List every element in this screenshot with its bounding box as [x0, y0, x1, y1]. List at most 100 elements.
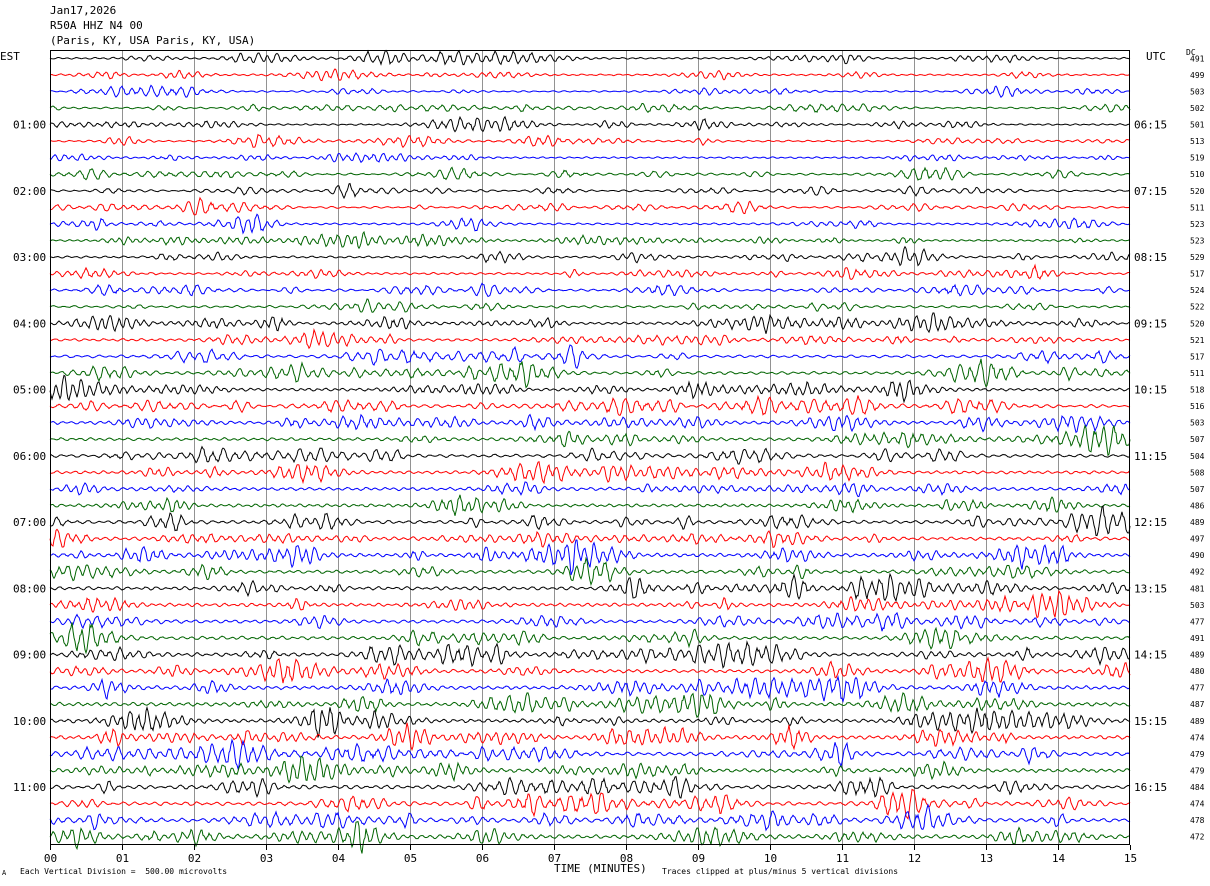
dc-offset-label: 513: [1190, 137, 1205, 146]
left-hour-label: 08:00: [13, 582, 46, 595]
seismic-trace: [49, 572, 1131, 603]
x-tick-label: 12: [908, 852, 921, 865]
left-hour-labels: 01:00 02:00 03:00 04:00 05:00 06:00 07:00 08:00…: [13, 119, 46, 795]
right-hour-label: 11:15: [1134, 450, 1167, 463]
left-hour-label: 04:00: [13, 317, 46, 330]
dc-offset-label: 522: [1190, 303, 1205, 312]
seismic-trace: [49, 611, 1131, 632]
plot-grid: [122, 50, 1059, 845]
seismic-trace: [49, 49, 1131, 66]
dc-offset-label: 499: [1190, 71, 1205, 80]
dc-offset-label: 517: [1190, 352, 1205, 361]
dc-offset-label: 472: [1190, 833, 1205, 842]
dc-offset-labels: 491 499 503 502 501 513 519 510 520 511 523 523 529 5…: [1190, 54, 1205, 841]
seismic-trace: [49, 152, 1131, 164]
seismic-trace: [50, 705, 1131, 738]
seismic-trace: [49, 494, 1131, 516]
dc-offset-label: 502: [1190, 104, 1205, 113]
seismic-trace: [49, 460, 1131, 485]
station-code: R50A HHZ N4 00: [50, 19, 143, 32]
trace-group: [49, 49, 1131, 854]
dc-offset-label: 507: [1190, 485, 1205, 494]
dc-offset-header: DC: [1186, 48, 1196, 57]
seismic-trace: [49, 656, 1131, 684]
dc-offset-label: 523: [1190, 236, 1205, 245]
dc-offset-label: 501: [1190, 121, 1205, 130]
dc-offset-label: 484: [1190, 783, 1205, 792]
x-tick-label: 03: [260, 852, 273, 865]
corner-mark: A: [2, 869, 7, 877]
seismic-trace: [49, 394, 1131, 416]
right-hour-label: 06:15: [1134, 119, 1167, 132]
seismic-trace: [49, 182, 1131, 200]
dc-offset-label: 474: [1190, 800, 1205, 809]
seismic-trace: [50, 674, 1131, 704]
left-hour-label: 09:00: [13, 649, 46, 662]
plot-frame: [50, 50, 1130, 845]
dc-offset-label: 504: [1190, 452, 1205, 461]
seismic-trace: [49, 803, 1131, 832]
dc-offset-label: 524: [1190, 286, 1205, 295]
dc-offset-label: 516: [1190, 402, 1205, 411]
seismic-trace: [49, 358, 1131, 389]
dc-offset-label: 503: [1190, 419, 1205, 428]
right-hour-label: 15:15: [1134, 715, 1167, 728]
left-hour-label: 07:00: [13, 516, 46, 529]
x-tick-label: 02: [188, 852, 201, 865]
dc-offset-label: 503: [1190, 601, 1205, 610]
left-hour-label: 02:00: [13, 185, 46, 198]
clip-note: Traces clipped at plus/minus 5 vertical …: [662, 867, 899, 876]
seismic-trace: [49, 374, 1131, 404]
seismic-trace: [49, 245, 1131, 267]
seismic-trace: [49, 84, 1131, 98]
right-hour-label: 13:15: [1134, 582, 1167, 595]
right-hour-label: 09:15: [1134, 317, 1167, 330]
seismic-trace: [49, 738, 1131, 771]
dc-offset-label: 511: [1190, 203, 1205, 212]
x-tick-label: 10: [764, 852, 777, 865]
seismic-trace: [49, 312, 1131, 334]
seismic-trace: [49, 263, 1131, 280]
x-tick-label: 13: [980, 852, 993, 865]
dc-offset-label: 477: [1190, 617, 1205, 626]
dc-offset-label: 480: [1190, 667, 1205, 676]
seismic-trace: [49, 344, 1131, 369]
dc-offset-label: 486: [1190, 501, 1205, 510]
right-hour-label: 10:15: [1134, 384, 1167, 397]
x-tick-label: 05: [404, 852, 417, 865]
dc-offset-label: 489: [1190, 518, 1205, 527]
x-axis-title: TIME (MINUTES): [554, 862, 647, 875]
seismic-trace: [49, 556, 1131, 587]
x-axis-ticks: 00 01 02 03 04 05 06 07 08 09 10 11 12 13 14 15: [44, 845, 1137, 865]
seismic-trace: [49, 166, 1131, 181]
dc-offset-label: 520: [1190, 319, 1205, 328]
seismic-trace: [49, 445, 1131, 465]
seismic-trace: [49, 589, 1131, 619]
left-hour-label: 11:00: [13, 781, 46, 794]
seismic-trace: [49, 424, 1131, 457]
seismic-trace: [49, 539, 1131, 576]
x-tick-label: 08: [620, 852, 633, 865]
dc-offset-label: 518: [1190, 386, 1205, 395]
seismic-trace: [49, 528, 1131, 548]
dc-offset-label: 508: [1190, 468, 1205, 477]
dc-offset-label: 510: [1190, 170, 1205, 179]
dc-offset-label: 517: [1190, 270, 1205, 279]
right-hour-labels: 06:15 07:15 08:15 09:15 10:15 11:15 12:15 13:15…: [1134, 119, 1167, 795]
seismic-trace: [49, 775, 1131, 799]
seismic-trace: [49, 481, 1131, 498]
seismic-trace: [49, 504, 1131, 537]
x-tick-label: 01: [116, 852, 129, 865]
dc-offset-label: 491: [1190, 54, 1205, 63]
seismic-trace: [49, 722, 1131, 752]
seismic-trace: [49, 103, 1131, 114]
dc-offset-label: 490: [1190, 551, 1205, 560]
seismic-trace: [49, 327, 1131, 350]
dc-offset-label: 520: [1190, 187, 1205, 196]
seismic-trace: [49, 68, 1131, 82]
dc-offset-label: 479: [1190, 750, 1205, 759]
left-hour-label: 03:00: [13, 251, 46, 264]
station-location: (Paris, KY, USA Paris, KY, USA): [50, 34, 256, 47]
seismic-trace: [49, 196, 1131, 216]
x-tick-label: 15: [1124, 852, 1137, 865]
